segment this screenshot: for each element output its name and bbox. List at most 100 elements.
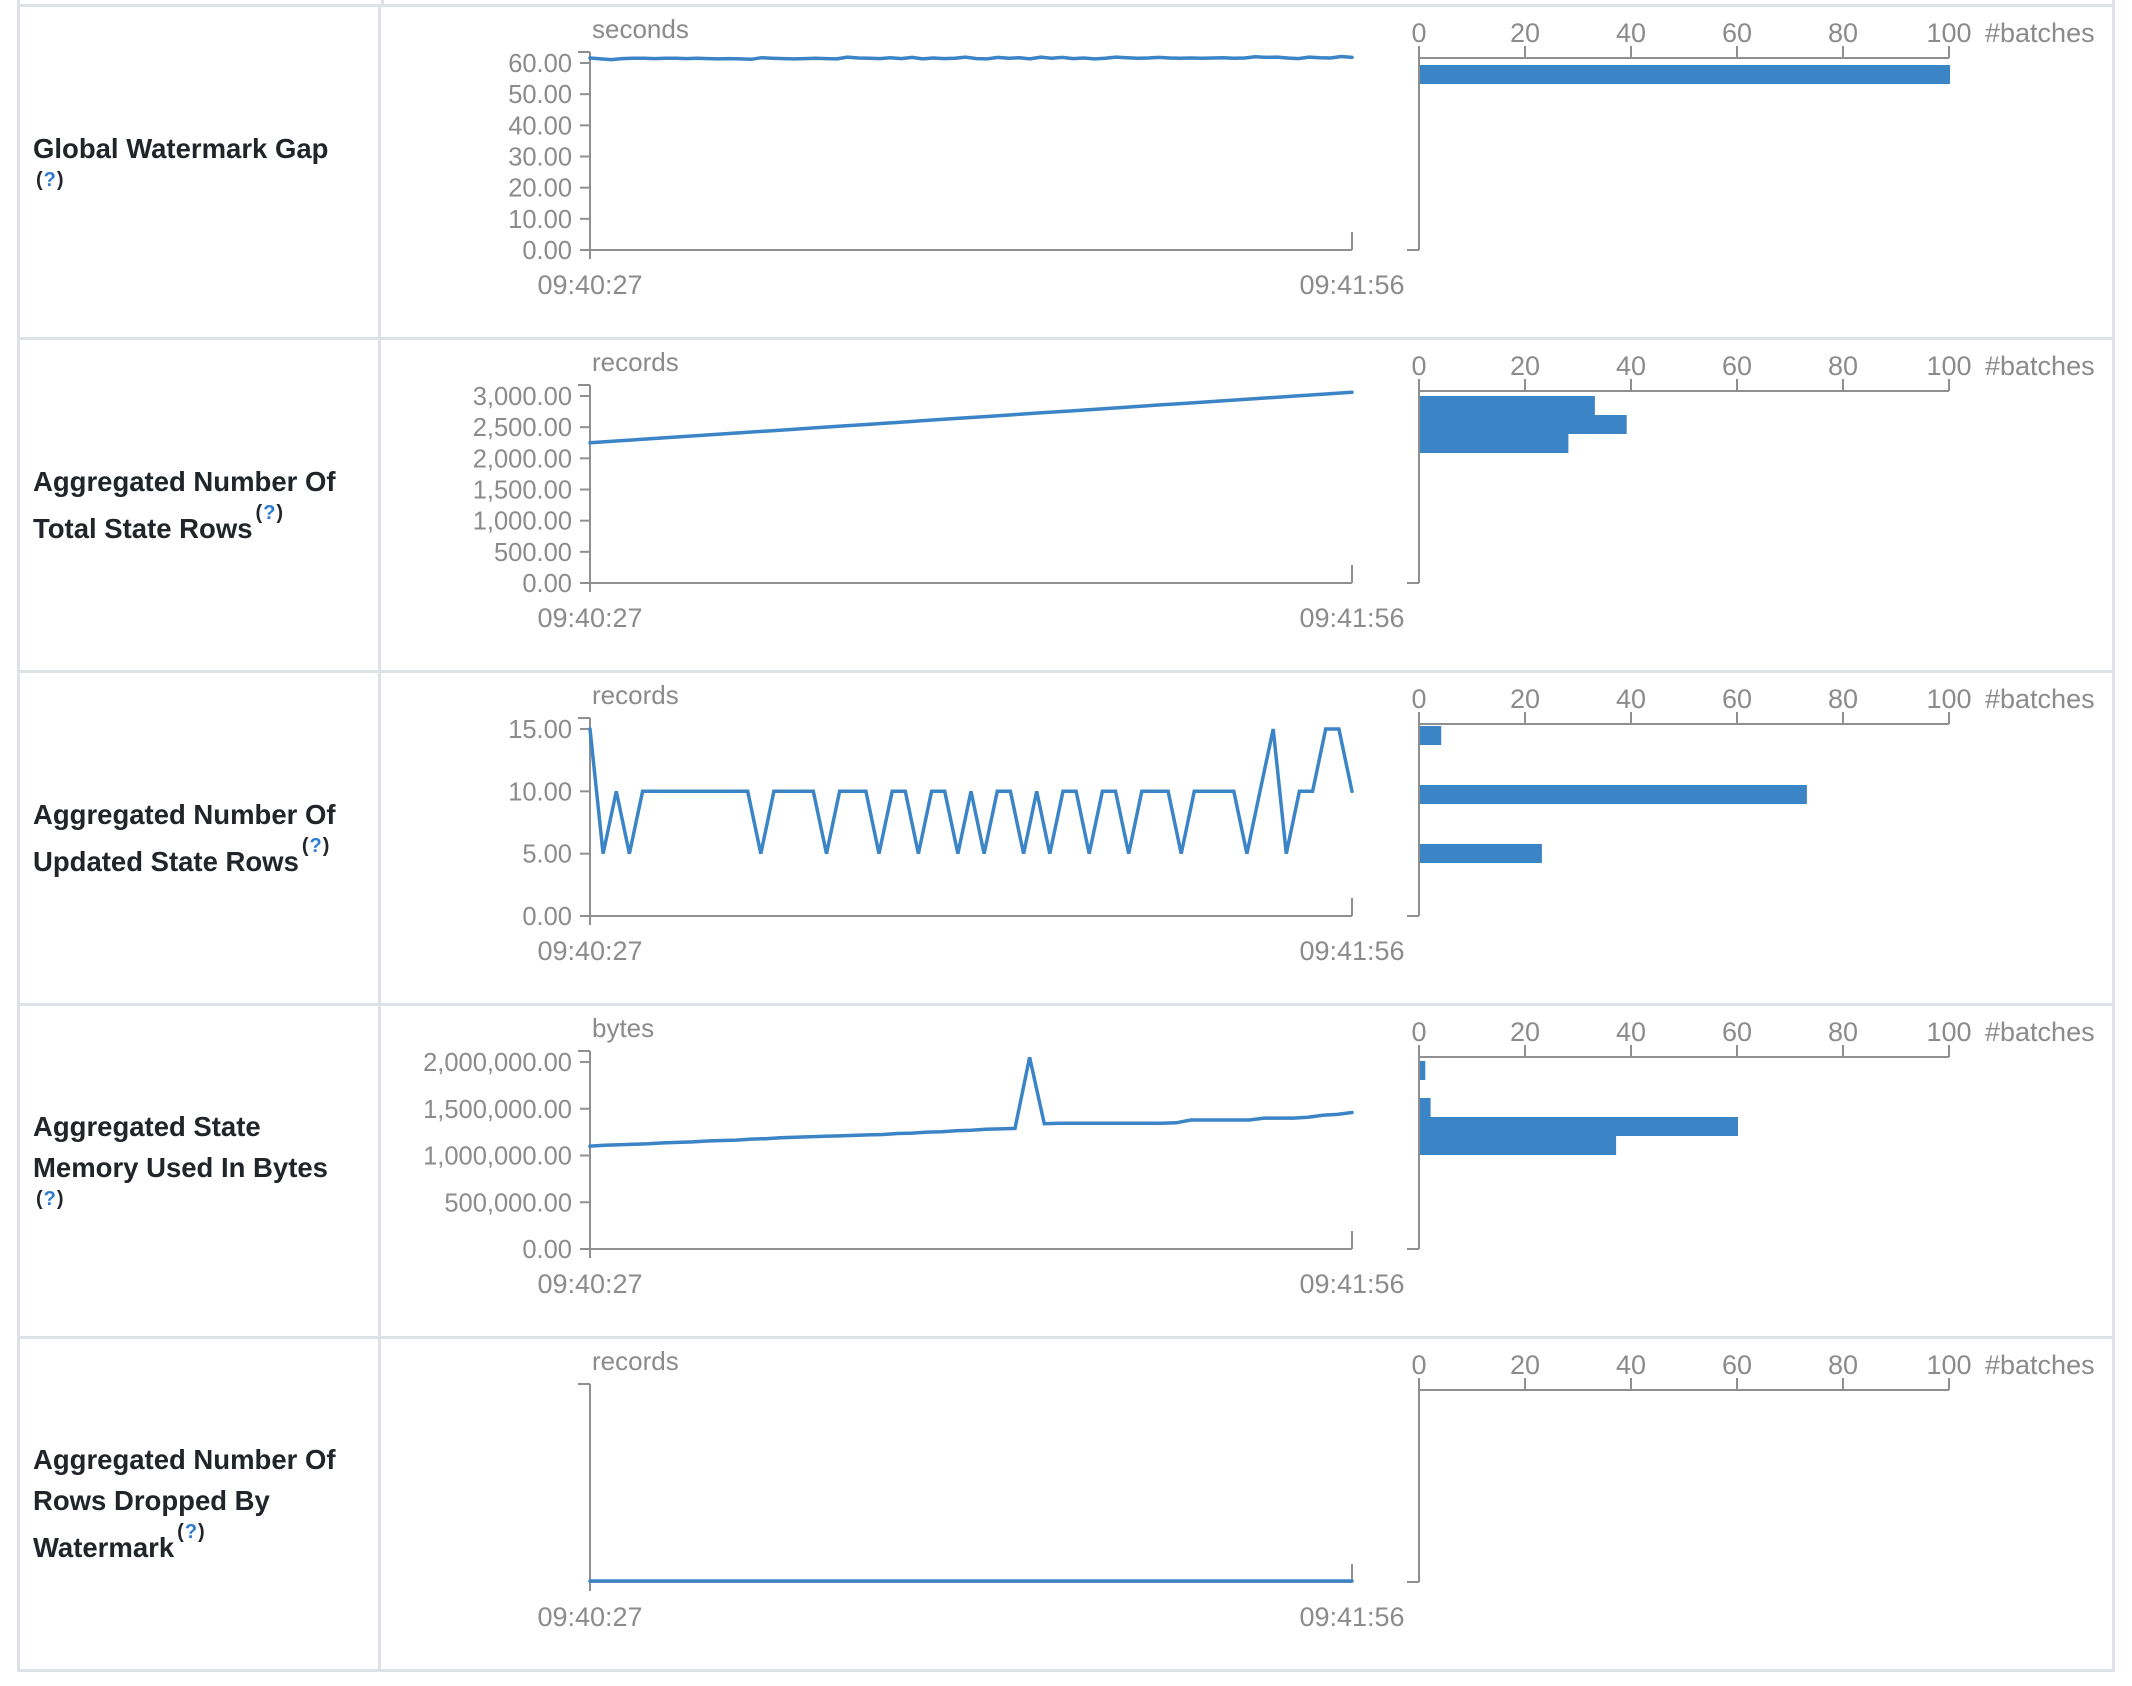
y-tick-label: 5.00 <box>522 841 572 869</box>
batches-tick-label: 20 <box>1510 18 1540 48</box>
metric-label-line: Aggregated Number Of <box>33 798 336 830</box>
y-tick-label: 1,000,000.00 <box>423 1143 572 1171</box>
x-axis-start-label: 09:40:27 <box>537 603 642 633</box>
y-tick-label: 50.00 <box>508 81 572 109</box>
y-tick-label: 60.00 <box>508 50 572 78</box>
unit-label: seconds <box>592 14 689 44</box>
y-tick-label: 1,500,000.00 <box>423 1096 572 1124</box>
timeline-line <box>588 727 1354 855</box>
help-marker: (?) <box>36 1188 65 1211</box>
batches-tick-label: 100 <box>1926 18 1971 48</box>
metric-label-cell: Aggregated State Memory Used In Bytes (?) <box>20 1006 381 1336</box>
batches-axis-title: #batches <box>1985 684 2095 714</box>
metric-charts: bytes 2,000,000.00 1,500,000.00 1,000,000.0… <box>423 1013 2095 1299</box>
metric-row: Global Watermark Gap (?) seconds 60.00 50.00… <box>20 7 2112 340</box>
help-link[interactable]: ? <box>184 1521 199 1544</box>
y-tick-label: 3,000.00 <box>473 383 572 411</box>
batches-tick-label: 20 <box>1510 1017 1540 1047</box>
metric-label-line: (?) <box>33 169 328 216</box>
y-tick-label: 10.00 <box>508 778 572 806</box>
metric-label-cell: Aggregated Number Of Total State Rows(?) <box>20 340 381 670</box>
y-tick-label: 20.00 <box>508 175 572 203</box>
help-marker: (?) <box>255 501 285 524</box>
metric-label-line: Watermark(?) <box>33 1521 206 1564</box>
histogram-bar <box>1420 1117 1738 1136</box>
metric-label-line: Global Watermark Gap <box>33 132 329 164</box>
batches-tick-label: 40 <box>1616 684 1646 714</box>
histogram-bar <box>1420 844 1542 863</box>
timeline-line <box>588 54 1354 62</box>
y-tick-label: 2,500.00 <box>473 414 572 442</box>
timeline-chart: records 15.00 10.00 5.00 0.00 09:40:27 09:41:5… <box>508 680 1404 966</box>
metric-label-line: Aggregated Number Of <box>33 465 336 497</box>
unit-label: records <box>592 1346 679 1376</box>
x-axis-start-label: 09:40:27 <box>537 936 642 966</box>
metric-row: Aggregated Number Of Total State Rows(?) r… <box>20 340 2112 673</box>
metric-label-line: Rows Dropped By <box>33 1485 270 1517</box>
y-tick-label: 0.00 <box>522 570 572 598</box>
batches-tick-label: 0 <box>1411 1350 1426 1380</box>
batches-tick-label: 0 <box>1411 351 1426 381</box>
y-tick-label: 0.00 <box>522 903 572 931</box>
batches-tick-label: 80 <box>1828 1017 1858 1047</box>
histogram-chart: 0 20 40 60 80 100 #batches <box>1407 18 2095 251</box>
unit-label: bytes <box>592 1013 654 1043</box>
metric-charts: records 15.00 10.00 5.00 0.00 09:40:27 09:41:5… <box>508 680 2095 966</box>
batches-tick-label: 60 <box>1722 351 1752 381</box>
table-top-edge <box>20 0 2112 7</box>
y-tick-label: 2,000.00 <box>473 445 572 473</box>
y-tick-label: 10.00 <box>508 206 572 234</box>
help-link[interactable]: ? <box>43 168 57 191</box>
x-axis-end-label: 09:41:56 <box>1299 1269 1404 1299</box>
help-link[interactable]: ? <box>309 834 323 857</box>
metric-row: Aggregated Number Of Rows Dropped By Water… <box>20 1339 2112 1672</box>
histogram-bar <box>1420 65 1950 84</box>
chart-cell: bytes 2,000,000.00 1,500,000.00 1,000,000.0… <box>381 1006 2112 1336</box>
histogram-bar <box>1420 396 1595 415</box>
batches-axis-title: #batches <box>1985 18 2095 48</box>
x-axis-end-label: 09:41:56 <box>1299 603 1404 633</box>
metric-charts: records 09:40:27 09:41:56 0 20 40 60 80 100 #batc… <box>537 1346 2094 1632</box>
metric-label-cell: Aggregated Number Of Rows Dropped By Water… <box>20 1339 381 1669</box>
help-marker: (?) <box>177 1521 206 1544</box>
timeline-chart: records 3,000.00 2,500.00 2,000.00 1,500.00 1… <box>473 347 1405 633</box>
batches-tick-label: 80 <box>1828 18 1858 48</box>
x-axis-end-label: 09:41:56 <box>1299 1602 1404 1632</box>
metric-row: Aggregated State Memory Used In Bytes (?) b… <box>20 1006 2112 1339</box>
metric-label-line: Aggregated Number Of <box>33 1444 336 1476</box>
batches-axis-title: #batches <box>1985 351 2095 381</box>
batches-tick-label: 20 <box>1510 684 1540 714</box>
unit-label: records <box>592 347 679 377</box>
batches-tick-label: 60 <box>1722 18 1752 48</box>
metric-label: Aggregated State Memory Used In Bytes (?) <box>33 1106 328 1235</box>
metric-label-line: Aggregated State <box>33 1111 261 1143</box>
batches-tick-label: 80 <box>1828 684 1858 714</box>
chart-cell: seconds 60.00 50.00 40.00 30.00 20.00 10.00 0.0… <box>381 7 2112 337</box>
y-tick-label: 500,000.00 <box>444 1189 572 1217</box>
metric-rows-container: Global Watermark Gap (?) seconds 60.00 50.00… <box>20 7 2112 1672</box>
batches-tick-label: 80 <box>1828 351 1858 381</box>
help-marker: (?) <box>301 834 331 857</box>
help-link[interactable]: ? <box>263 501 277 524</box>
help-link[interactable]: ? <box>43 1188 57 1211</box>
batches-tick-label: 60 <box>1722 1017 1752 1047</box>
histogram-bar <box>1420 785 1807 804</box>
timeline-line <box>588 390 1354 445</box>
batches-tick-label: 20 <box>1510 351 1540 381</box>
batches-tick-label: 40 <box>1616 18 1646 48</box>
batches-tick-label: 60 <box>1722 1350 1752 1380</box>
batches-tick-label: 100 <box>1926 351 1971 381</box>
y-tick-label: 40.00 <box>508 112 572 140</box>
unit-label: records <box>592 680 679 710</box>
batches-tick-label: 100 <box>1926 1017 1971 1047</box>
timeline-chart: bytes 2,000,000.00 1,500,000.00 1,000,000.0… <box>423 1013 1404 1299</box>
metric-charts: seconds 60.00 50.00 40.00 30.00 20.00 10.00 0.0… <box>508 14 2095 300</box>
batches-tick-label: 100 <box>1926 684 1971 714</box>
batches-tick-label: 20 <box>1510 1350 1540 1380</box>
histogram-bar <box>1420 434 1569 453</box>
metric-label-line: (?) <box>33 1188 328 1235</box>
batches-tick-label: 40 <box>1616 1017 1646 1047</box>
x-axis-start-label: 09:40:27 <box>537 270 642 300</box>
y-tick-label: 2,000,000.00 <box>423 1049 572 1077</box>
x-axis-end-label: 09:41:56 <box>1299 270 1404 300</box>
